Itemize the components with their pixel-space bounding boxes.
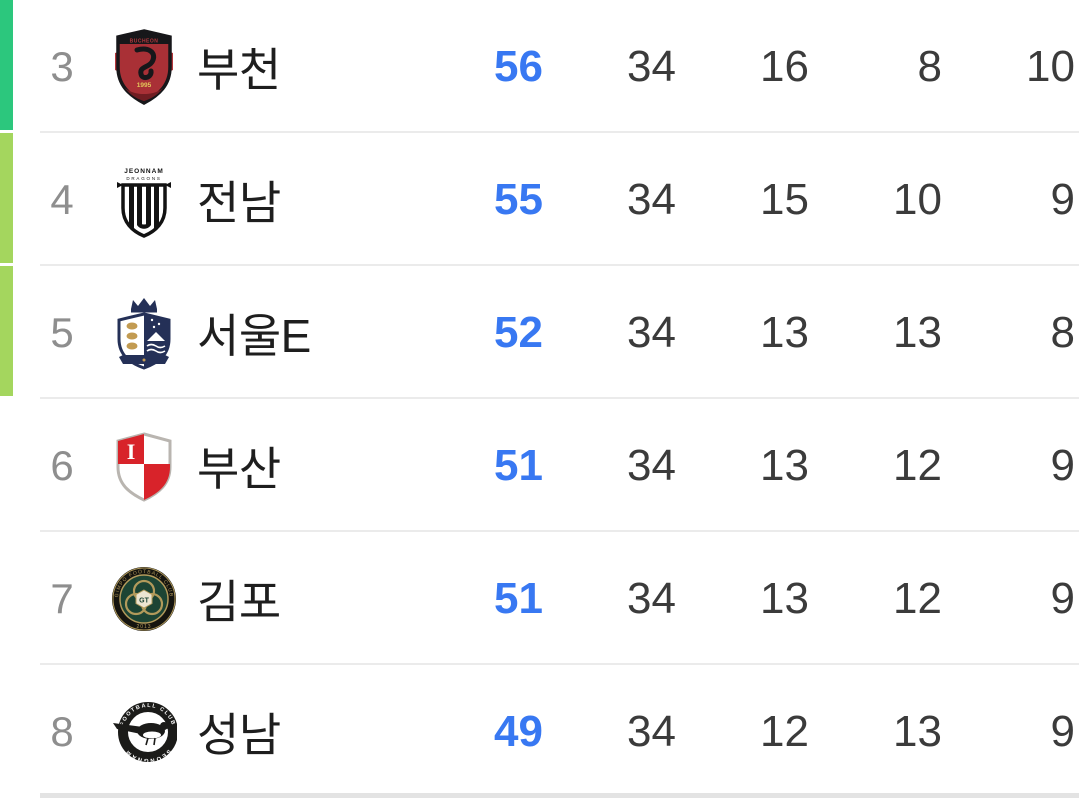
losses-cell: 10 bbox=[1026, 41, 1075, 91]
no-zone-bar bbox=[0, 532, 13, 662]
playoff-zone-bar bbox=[0, 266, 13, 396]
played-cell: 34 bbox=[627, 573, 676, 623]
no-zone-bar bbox=[0, 665, 13, 795]
stats-group: 52 34 13 13 8 bbox=[410, 308, 1079, 358]
points-cell: 55 bbox=[494, 174, 543, 224]
svg-text:BUCHEON: BUCHEON bbox=[130, 38, 159, 44]
wins-cell: 15 bbox=[760, 174, 809, 224]
svg-text:1995: 1995 bbox=[137, 82, 152, 89]
standings-row-bucheon[interactable]: 3 BUCHEON 1995 부천 56 34 16 8 10 bbox=[0, 0, 1079, 133]
team-name: 김포 bbox=[197, 575, 281, 628]
draws-cell: 10 bbox=[893, 174, 942, 224]
stats-group: 55 34 15 10 9 bbox=[410, 175, 1079, 225]
played-cell: 34 bbox=[627, 307, 676, 357]
wins-cell: 12 bbox=[760, 706, 809, 756]
jeonnam-crest-icon: JEONNAM DRAGONS bbox=[111, 160, 177, 240]
busan-crest-icon: I bbox=[111, 426, 177, 506]
losses-cell: 8 bbox=[1050, 307, 1075, 357]
losses-cell: 9 bbox=[1050, 174, 1075, 224]
played-cell: 34 bbox=[627, 440, 676, 490]
wins-cell: 16 bbox=[760, 41, 809, 91]
points-cell: 49 bbox=[494, 706, 543, 756]
draws-cell: 13 bbox=[893, 706, 942, 756]
standings-row-seongnam[interactable]: 8 FOOTBALL CLUB SEONGNAM bbox=[0, 665, 1079, 798]
playoff-zone-bar bbox=[0, 133, 13, 263]
team-name: 성남 bbox=[197, 708, 281, 761]
team-name: 서울E bbox=[197, 309, 311, 362]
played-cell: 34 bbox=[627, 174, 676, 224]
gimpo-crest-icon: GIMPO FOOTBALL CLUB 2013 GT bbox=[111, 559, 177, 639]
points-cell: 52 bbox=[494, 307, 543, 357]
no-zone-bar bbox=[0, 399, 13, 529]
team-name: 전남 bbox=[197, 176, 281, 229]
standings-row-jeonnam[interactable]: 4 JEONNAM DRAGONS 전남 55 34 bbox=[0, 133, 1079, 266]
losses-cell: 9 bbox=[1050, 573, 1075, 623]
points-cell: 56 bbox=[494, 41, 543, 91]
played-cell: 34 bbox=[627, 706, 676, 756]
svg-text:JEONNAM: JEONNAM bbox=[124, 168, 164, 175]
rank-cell: 7 bbox=[50, 574, 74, 622]
draws-cell: 13 bbox=[893, 307, 942, 357]
svg-text:GT: GT bbox=[139, 597, 149, 604]
rank-cell: 3 bbox=[50, 42, 74, 90]
losses-cell: 9 bbox=[1050, 440, 1075, 490]
stats-group: 56 34 16 8 10 bbox=[410, 42, 1079, 92]
rank-cell: 5 bbox=[50, 308, 74, 356]
standings-row-seoul-e[interactable]: 5 bbox=[0, 266, 1079, 399]
standings-row-gimpo[interactable]: 7 GIMPO FOOTBALL CLUB 2013 GT 김포 bbox=[0, 532, 1079, 665]
team-name: 부천 bbox=[197, 43, 281, 96]
svg-text:2013: 2013 bbox=[136, 624, 151, 630]
stats-group: 49 34 12 13 9 bbox=[410, 707, 1079, 757]
rank-cell: 6 bbox=[50, 441, 74, 489]
draws-cell: 12 bbox=[893, 440, 942, 490]
rank-cell: 8 bbox=[50, 707, 74, 755]
losses-cell: 9 bbox=[1050, 706, 1075, 756]
bucheon-crest-icon: BUCHEON 1995 bbox=[111, 27, 177, 107]
draws-cell: 12 bbox=[893, 573, 942, 623]
svg-text:I: I bbox=[127, 439, 136, 464]
seoul-e-crest-icon bbox=[111, 293, 177, 373]
played-cell: 34 bbox=[627, 41, 676, 91]
stats-group: 51 34 13 12 9 bbox=[410, 441, 1079, 491]
points-cell: 51 bbox=[494, 440, 543, 490]
wins-cell: 13 bbox=[760, 440, 809, 490]
promotion-zone-bar bbox=[0, 0, 13, 130]
standings-row-busan[interactable]: 6 I 부산 51 34 13 12 9 bbox=[0, 399, 1079, 532]
seongnam-crest-icon: FOOTBALL CLUB SEONGNAM bbox=[111, 692, 177, 772]
wins-cell: 13 bbox=[760, 573, 809, 623]
wins-cell: 13 bbox=[760, 307, 809, 357]
team-name: 부산 bbox=[197, 442, 281, 495]
rank-cell: 4 bbox=[50, 175, 74, 223]
points-cell: 51 bbox=[494, 573, 543, 623]
svg-text:DRAGONS: DRAGONS bbox=[126, 176, 161, 181]
draws-cell: 8 bbox=[917, 41, 942, 91]
stats-group: 51 34 13 12 9 bbox=[410, 574, 1079, 624]
